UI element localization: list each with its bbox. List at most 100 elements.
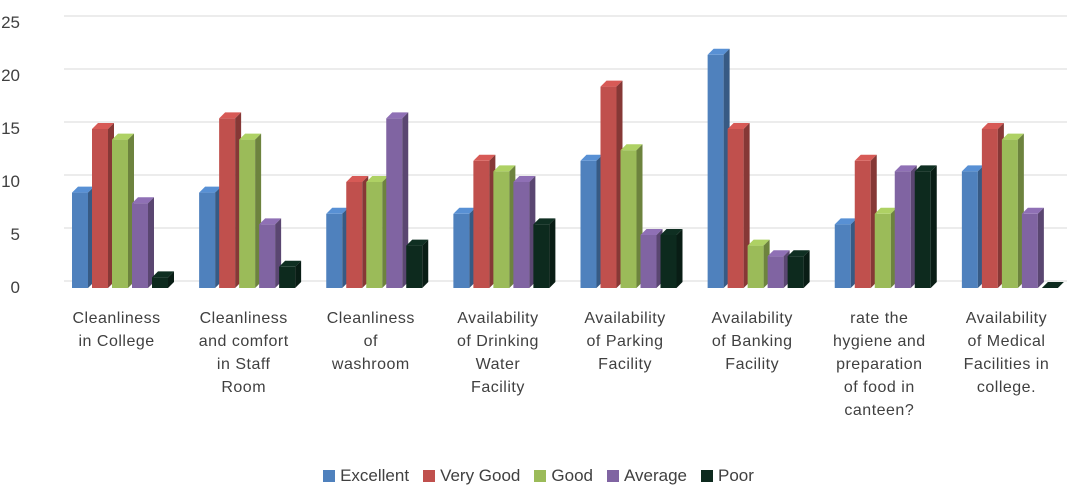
bar xyxy=(640,229,663,288)
bar-front xyxy=(386,118,403,289)
bar xyxy=(386,112,409,289)
bar-front xyxy=(366,182,383,288)
bar-side xyxy=(676,229,683,288)
x-category-label: Facilities in xyxy=(964,356,1050,373)
y-tick-label: 25 xyxy=(1,13,20,32)
bar-side xyxy=(803,250,810,288)
bar-front xyxy=(640,235,657,288)
legend-item: Poor xyxy=(701,466,754,486)
bar-front xyxy=(600,86,617,288)
bar-top xyxy=(346,176,369,182)
x-axis: Cleanliness in College Cleanliness and comf… xyxy=(72,310,1050,419)
bar xyxy=(620,144,643,288)
bar-top xyxy=(219,112,242,119)
bar-top xyxy=(493,165,516,172)
bar xyxy=(707,48,730,288)
legend-label: Good xyxy=(551,466,593,485)
bar-top xyxy=(961,165,984,172)
bar-side xyxy=(168,271,174,288)
bar xyxy=(326,207,349,288)
bar-top xyxy=(707,48,730,55)
bar-front xyxy=(199,192,216,288)
legend-swatch xyxy=(323,470,336,482)
bars xyxy=(72,48,1064,289)
bar-front xyxy=(219,118,236,289)
bar-top xyxy=(894,165,917,172)
bar-top xyxy=(72,186,94,193)
bar xyxy=(112,133,134,288)
bar-front xyxy=(961,171,978,288)
bar xyxy=(92,123,114,288)
bar-top xyxy=(112,133,134,140)
bar xyxy=(533,218,556,288)
bar-top xyxy=(1021,207,1044,214)
bar-top xyxy=(854,154,877,161)
x-category-label: of Banking xyxy=(712,333,793,350)
bar-top xyxy=(1041,282,1064,288)
bar-top xyxy=(386,112,409,119)
x-category-label: hygiene and xyxy=(833,333,926,350)
bar-top xyxy=(92,123,114,129)
bar-front xyxy=(894,171,911,288)
bar-front xyxy=(981,129,998,288)
x-category-label: of Parking xyxy=(587,333,664,350)
bar-front xyxy=(92,129,108,288)
x-category-label: Cleanliness xyxy=(200,310,288,327)
bar-front xyxy=(453,213,470,288)
x-category-label: in College xyxy=(78,333,154,350)
bar-front xyxy=(152,277,168,288)
x-category-label: Cleanliness xyxy=(72,310,160,327)
bar-top xyxy=(199,186,222,193)
bar-front xyxy=(1001,139,1018,288)
bar xyxy=(366,176,389,288)
bar xyxy=(854,154,877,288)
bar xyxy=(513,176,536,288)
bar-top xyxy=(660,229,683,235)
bar-top xyxy=(259,218,282,225)
bar-front xyxy=(346,182,363,288)
bar xyxy=(72,186,94,288)
bar-top xyxy=(1001,133,1024,140)
bar-front xyxy=(767,256,784,288)
bar-side xyxy=(1037,207,1044,288)
legend-swatch xyxy=(606,470,619,482)
bar xyxy=(132,197,154,288)
bar-side xyxy=(402,112,409,289)
bar-front xyxy=(1021,213,1038,288)
x-category-label: of xyxy=(364,333,378,350)
bar-side xyxy=(930,165,937,288)
bar-front xyxy=(914,171,931,288)
bar xyxy=(199,186,222,288)
y-tick-label: 5 xyxy=(11,225,20,244)
bar-top xyxy=(453,207,476,214)
bar-top xyxy=(834,218,857,225)
bar-top xyxy=(152,271,174,278)
bar-front xyxy=(72,192,88,288)
x-category-label: rate the xyxy=(850,310,908,327)
bar xyxy=(600,80,623,288)
legend-item: Good xyxy=(534,466,593,486)
bar xyxy=(259,218,282,288)
bar-top xyxy=(326,207,349,214)
x-category-label: Cleanliness xyxy=(327,310,415,327)
bar-front xyxy=(727,129,744,288)
x-category-label: Facility xyxy=(471,379,525,396)
x-category-label: college. xyxy=(977,379,1036,396)
bar-front xyxy=(747,245,764,288)
x-category-label: Availability xyxy=(966,310,1047,327)
bar-top xyxy=(513,176,536,182)
bar xyxy=(767,250,790,288)
y-tick-label: 20 xyxy=(1,66,20,85)
bar xyxy=(152,271,174,288)
legend-label: Very Good xyxy=(440,466,521,485)
legend: Excellent Very Good Good Average Poor xyxy=(0,465,1077,487)
bar-top xyxy=(914,165,937,172)
x-category-label: canteen? xyxy=(844,402,914,419)
bar xyxy=(894,165,917,288)
legend-label: Poor xyxy=(718,466,754,485)
x-category-label: washroom xyxy=(331,356,410,373)
bar-front xyxy=(132,203,148,288)
legend-label: Excellent xyxy=(340,466,410,485)
bar-front xyxy=(533,224,550,288)
legend-label: Average xyxy=(623,466,687,485)
